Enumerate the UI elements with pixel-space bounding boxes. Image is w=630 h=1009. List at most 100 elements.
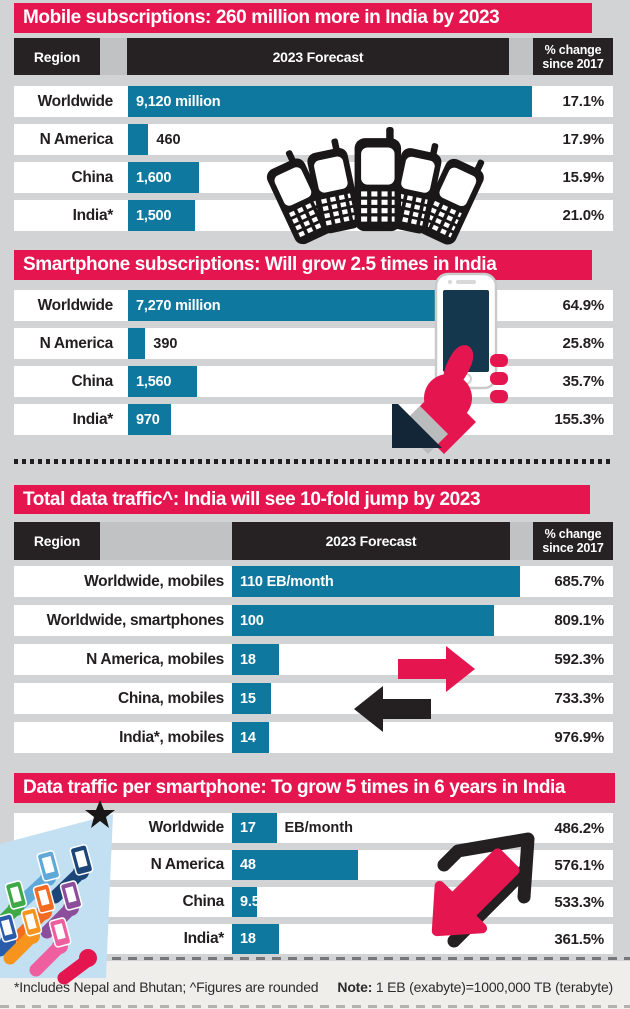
- table-row: India* 18 361.5%: [14, 924, 613, 954]
- up-down-arrows-icon: [431, 832, 535, 948]
- row-label: Worldwide: [37, 296, 114, 314]
- table-row: China 9.5 533.3%: [14, 887, 613, 917]
- hands-holding-phones-illustration: [0, 800, 115, 985]
- pct-change-value: 155.3%: [554, 411, 604, 428]
- pct-change-value: 64.9%: [562, 297, 604, 314]
- value-bar: 110 EB/month: [232, 566, 521, 597]
- pct-change-value: 361.5%: [554, 930, 604, 948]
- value-bar: 18: [232, 924, 280, 954]
- star-icon: [85, 800, 115, 828]
- header-pct-change: % change since 2017: [533, 522, 613, 560]
- header-pct-change: % change since 2017: [533, 38, 613, 75]
- section4-title: Data traffic per smartphone: To grow 5 t…: [14, 773, 615, 803]
- header-pct-change-line1: % change: [544, 527, 602, 541]
- row-label: N America: [39, 130, 114, 148]
- pct-change-value: 21.0%: [562, 207, 604, 224]
- row-label: N America, mobiles: [86, 650, 224, 668]
- feature-phones-icon: [283, 131, 468, 235]
- bar-value-outside: 460: [156, 131, 181, 148]
- value-bar: 1,600: [128, 162, 199, 193]
- header-gap: [510, 522, 533, 560]
- table-row: N America, mobiles 18 592.3%: [14, 644, 613, 675]
- header-pct-change-line2: since 2017: [542, 56, 604, 71]
- pct-change-value: 17.1%: [562, 93, 604, 110]
- note-text: 1 EB (exabyte)=1000,000 TB (terabyte): [372, 979, 613, 995]
- pct-change-value: 809.1%: [554, 612, 604, 629]
- header-gap: [100, 522, 232, 560]
- dotted-separator: [14, 459, 613, 464]
- row-label: India*: [72, 410, 114, 428]
- pct-change-value: 733.3%: [554, 690, 604, 707]
- row-label: India*: [183, 930, 225, 947]
- table-row: Worldwide, mobiles 110 EB/month 685.7%: [14, 566, 613, 597]
- value-bar: 14: [232, 722, 269, 753]
- row-label: Worldwide: [37, 92, 114, 110]
- pct-change-value: 17.9%: [562, 131, 604, 148]
- hand-holding-smartphone-icon: [392, 272, 508, 454]
- pct-change-value: 486.2%: [554, 819, 604, 837]
- table-row: China, mobiles 15 733.3%: [14, 683, 613, 714]
- table-row: China 1,560 35.7%: [14, 366, 613, 397]
- mini-phones: [0, 844, 94, 948]
- pct-change-value: 533.3%: [554, 893, 604, 911]
- bar-value-outside: EB/month: [284, 820, 353, 836]
- table-row: Worldwide 7,270 million 64.9%: [14, 290, 613, 321]
- value-bar: 15: [232, 683, 272, 714]
- row-label: China: [71, 168, 113, 186]
- pct-change-value: 25.8%: [562, 335, 604, 352]
- row-label: China: [182, 893, 224, 910]
- left-arrow: [354, 686, 431, 732]
- value-bar: 970: [128, 404, 171, 435]
- pct-change-value: 576.1%: [554, 856, 604, 874]
- header-gap: [509, 38, 533, 75]
- section3-rows: Worldwide, mobiles 110 EB/month 685.7% Worl…: [14, 566, 613, 761]
- note-label: Note:: [337, 979, 373, 995]
- section1-table-header: Region 2023 Forecast % change since 2017: [14, 38, 613, 75]
- footnote: *Includes Nepal and Bhutan; ^Figures are…: [14, 979, 319, 995]
- value-bar: 9,120 million: [128, 86, 532, 117]
- row-label: Worldwide: [148, 819, 225, 836]
- dashed-edge-bottom: [0, 1005, 630, 1008]
- right-arrow: [398, 646, 475, 692]
- header-forecast: 2023 Forecast: [232, 522, 510, 560]
- pct-change-value: 976.9%: [554, 729, 604, 746]
- value-bar: 7,270 million: [128, 290, 451, 321]
- section4-rows: Worldwide 17 EB/month 486.2% N America 48 576.…: [14, 813, 613, 961]
- table-row: India* 970 155.3%: [14, 404, 613, 435]
- value-bar: [128, 124, 149, 155]
- row-label: N America: [150, 856, 225, 873]
- row-label: Worldwide, smartphones: [46, 611, 225, 629]
- row-label: China, mobiles: [117, 689, 224, 707]
- value-bar: 18: [232, 644, 280, 675]
- pct-change-value: 592.3%: [554, 651, 604, 668]
- table-row: N America 460 17.9%: [14, 124, 613, 155]
- header-region: Region: [14, 522, 100, 560]
- value-bar: [128, 328, 146, 359]
- value-bar: 17: [232, 813, 277, 843]
- table-row: N America 390 25.8%: [14, 328, 613, 359]
- header-pct-change-line1: % change: [544, 42, 602, 57]
- dashed-edge-top: [0, 957, 630, 960]
- table-row: Worldwide, smartphones 100 809.1%: [14, 605, 613, 636]
- pct-change-value: 685.7%: [554, 573, 604, 590]
- pct-change-value: 15.9%: [562, 169, 604, 186]
- left-right-arrows-icon: [354, 646, 475, 732]
- value-bar: 9.5: [232, 887, 260, 917]
- row-label: China: [71, 372, 113, 390]
- row-label: Worldwide, mobiles: [84, 572, 224, 590]
- value-bar: 1,500: [128, 200, 195, 231]
- value-bar: 48: [232, 850, 358, 880]
- header-region: Region: [14, 38, 100, 75]
- row-label: India*: [72, 206, 114, 224]
- section2-rows: Worldwide 7,270 million 64.9% N America 390 2…: [14, 290, 613, 442]
- row-label: India*, mobiles: [119, 728, 224, 746]
- table-row: Worldwide 17 EB/month 486.2%: [14, 813, 613, 843]
- table-row: Worldwide 9,120 million 17.1%: [14, 86, 613, 117]
- table-row: India*, mobiles 14 976.9%: [14, 722, 613, 753]
- value-bar: 1,560: [128, 366, 198, 397]
- header-gap: [100, 38, 127, 75]
- bar-value-outside: 390: [153, 335, 178, 352]
- pct-change-value: 35.7%: [562, 373, 604, 390]
- section3-table-header: Region 2023 Forecast % change since 2017: [14, 522, 613, 560]
